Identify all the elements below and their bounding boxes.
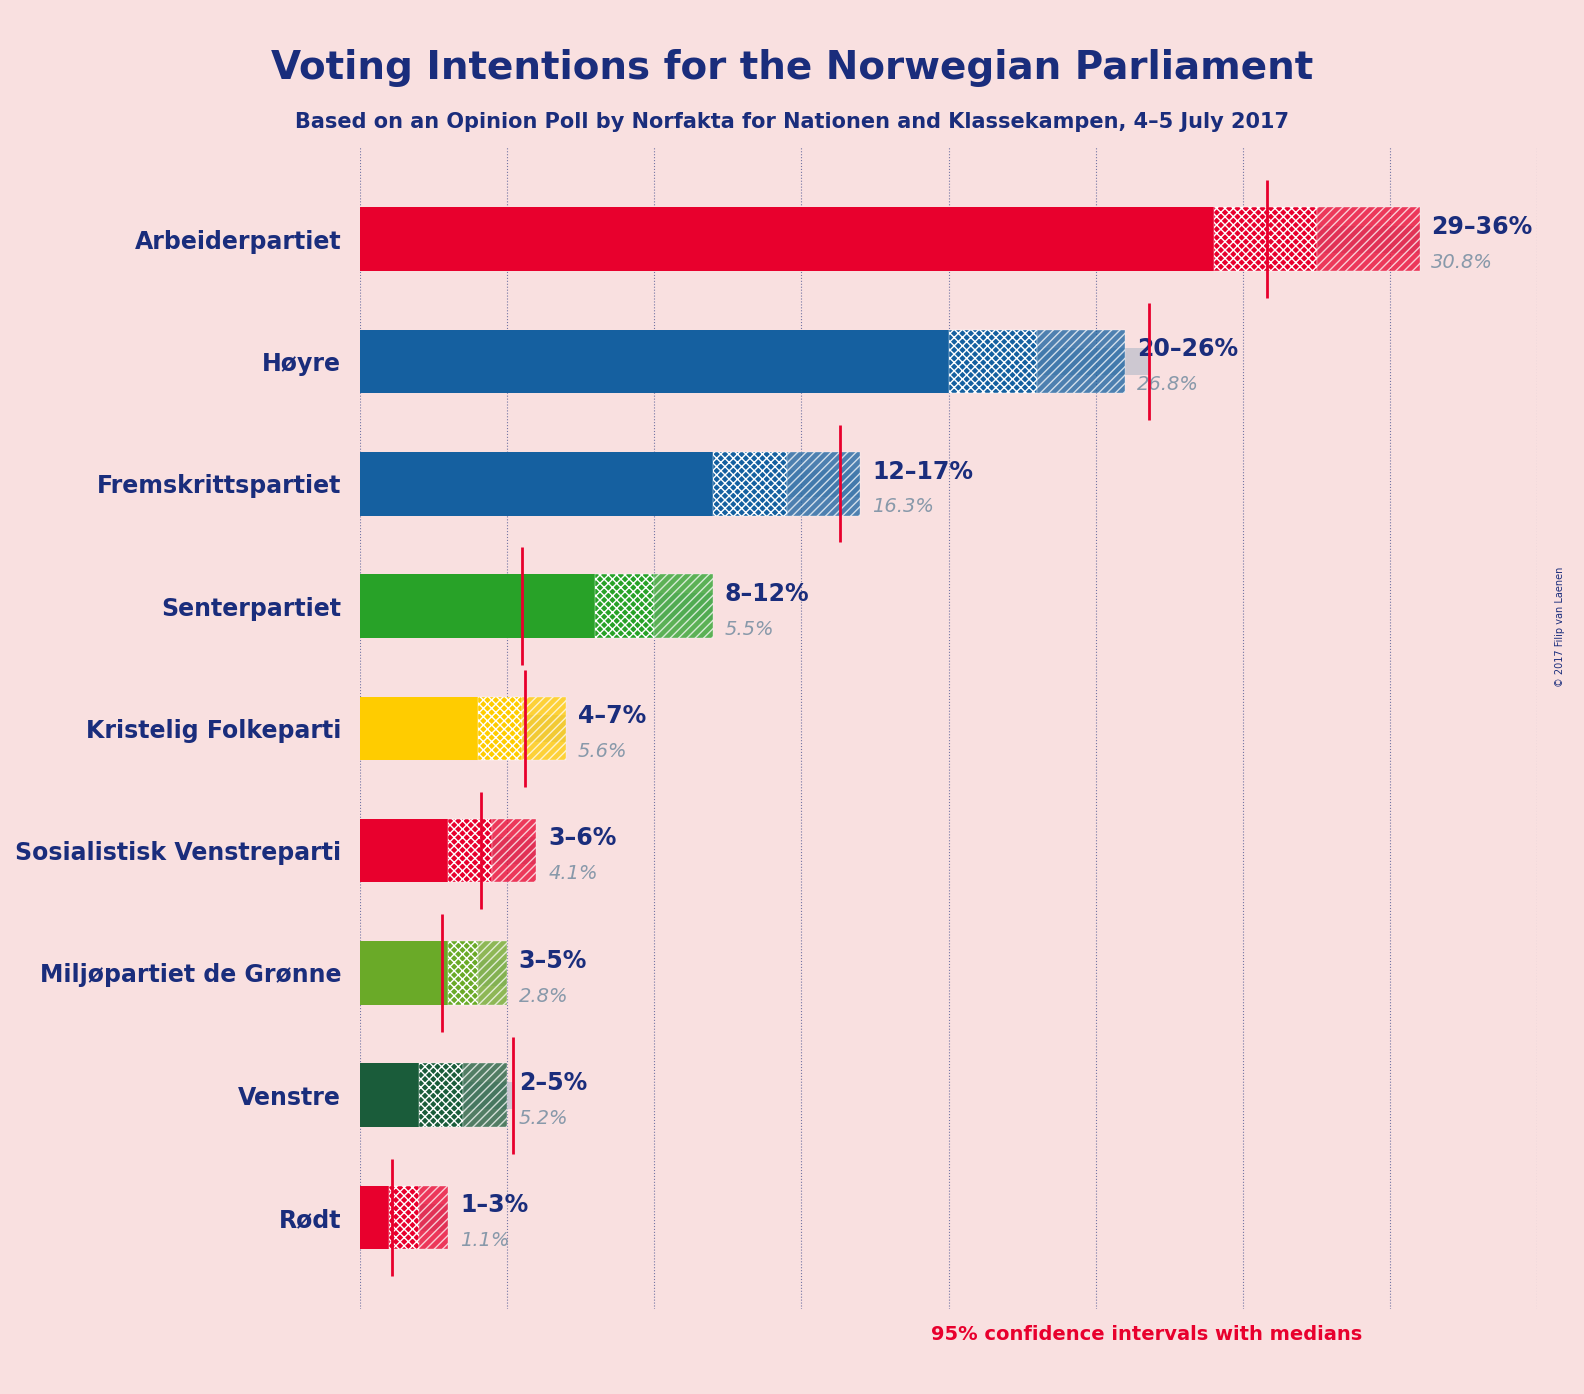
Text: 5.2%: 5.2% [520, 1110, 569, 1128]
Bar [713, 452, 787, 516]
Bar [390, 1186, 418, 1249]
Bar [360, 470, 860, 498]
Text: 95% confidence intervals with medians: 95% confidence intervals with medians [931, 1324, 1362, 1344]
Bar [949, 329, 1038, 393]
Text: 12–17%: 12–17% [873, 460, 973, 484]
Bar [654, 574, 713, 638]
Bar [360, 1204, 448, 1231]
Bar [1038, 329, 1125, 393]
Text: 20–26%: 20–26% [1137, 337, 1239, 361]
Bar [360, 574, 596, 638]
Bar [360, 452, 713, 516]
Bar [493, 818, 537, 882]
Bar [360, 208, 1213, 270]
Text: 1–3%: 1–3% [459, 1193, 527, 1217]
Bar [360, 941, 448, 1005]
Text: 16.3%: 16.3% [873, 498, 935, 517]
Bar [360, 715, 565, 742]
Bar [360, 697, 478, 760]
Bar [360, 1064, 418, 1128]
Text: 2–5%: 2–5% [520, 1071, 588, 1096]
Text: 4–7%: 4–7% [578, 704, 646, 728]
Bar [463, 1064, 507, 1128]
Text: 8–12%: 8–12% [725, 581, 809, 606]
Bar [360, 226, 1419, 252]
Text: 30.8%: 30.8% [1432, 252, 1494, 272]
Text: 2.8%: 2.8% [520, 987, 569, 1005]
Bar [360, 838, 537, 864]
Bar [521, 697, 565, 760]
Text: 3–6%: 3–6% [548, 827, 616, 850]
Bar [360, 1082, 513, 1108]
Text: 1.1%: 1.1% [459, 1231, 510, 1250]
Bar [478, 941, 507, 1005]
Bar [360, 818, 448, 882]
Text: 5.5%: 5.5% [725, 620, 775, 638]
Text: © 2017 Filip van Laenen: © 2017 Filip van Laenen [1555, 567, 1565, 687]
Bar [418, 1064, 463, 1128]
Bar [1213, 208, 1316, 270]
Bar [418, 1186, 448, 1249]
Text: 3–5%: 3–5% [520, 949, 588, 973]
Bar [787, 452, 860, 516]
Bar [360, 348, 1148, 375]
Bar [360, 959, 507, 987]
Text: 4.1%: 4.1% [548, 864, 597, 884]
Bar [360, 329, 949, 393]
Bar [360, 592, 713, 619]
Bar [1316, 208, 1419, 270]
Bar [478, 697, 521, 760]
Text: 29–36%: 29–36% [1432, 215, 1533, 238]
Bar [360, 1186, 390, 1249]
Bar [448, 818, 493, 882]
Text: Voting Intentions for the Norwegian Parliament: Voting Intentions for the Norwegian Parl… [271, 49, 1313, 86]
Bar [448, 941, 478, 1005]
Text: 26.8%: 26.8% [1137, 375, 1199, 395]
Text: 5.6%: 5.6% [578, 742, 627, 761]
Text: Based on an Opinion Poll by Norfakta for Nationen and Klassekampen, 4–5 July 201: Based on an Opinion Poll by Norfakta for… [295, 112, 1289, 131]
Bar [596, 574, 654, 638]
